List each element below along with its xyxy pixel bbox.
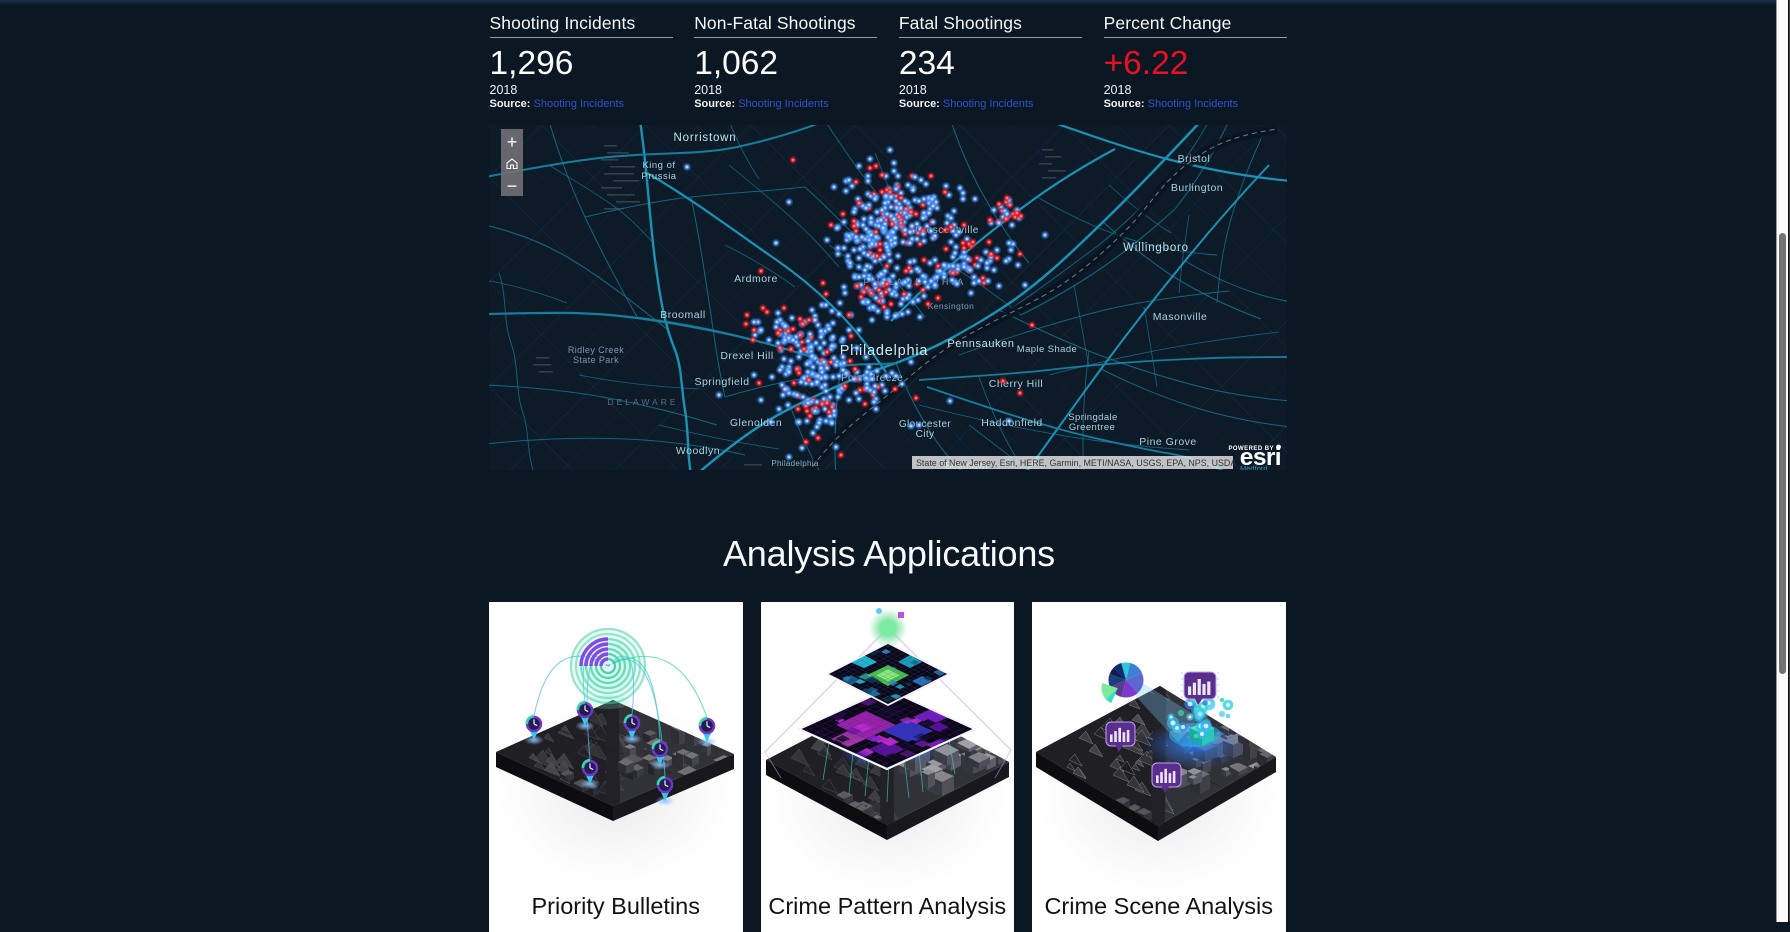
svg-text:State of New Jersey, Esri, HER: State of New Jersey, Esri, HERE, Garmin,… (916, 458, 1236, 468)
svg-text:King of: King of (642, 160, 675, 171)
svg-text:Pennsauken: Pennsauken (947, 338, 1014, 350)
svg-text:POWERED BY: POWERED BY (1228, 446, 1274, 452)
svg-text:Willingboro: Willingboro (1123, 242, 1189, 254)
svg-text:Maple Shade: Maple Shade (1017, 344, 1077, 355)
svg-text:City: City (916, 429, 935, 440)
svg-text:Bristol: Bristol (1178, 153, 1211, 165)
svg-text:Woodlyn: Woodlyn (676, 445, 720, 457)
svg-text:Gloucester: Gloucester (899, 419, 952, 430)
svg-text:DELAWARE: DELAWARE (607, 397, 678, 407)
svg-text:Philadelphia: Philadelphia (771, 459, 818, 468)
svg-text:Philadelphia: Philadelphia (840, 343, 929, 359)
svg-text:Burlington: Burlington (1171, 182, 1223, 194)
svg-text:esri: esri (1240, 444, 1281, 470)
svg-text:Ridley Creek: Ridley Creek (568, 345, 624, 355)
svg-text:Prussia: Prussia (641, 171, 676, 182)
svg-text:State Park: State Park (573, 355, 619, 365)
svg-text:Ardmore: Ardmore (734, 273, 778, 285)
svg-text:Kensington: Kensington (928, 301, 975, 311)
svg-text:Drexel Hill: Drexel Hill (720, 350, 773, 362)
svg-text:Greentree: Greentree (1069, 422, 1115, 433)
svg-text:Springfield: Springfield (694, 376, 749, 388)
svg-text:Masonville: Masonville (1153, 311, 1208, 323)
svg-text:Norristown: Norristown (674, 132, 737, 144)
svg-text:Springdale: Springdale (1068, 412, 1117, 423)
svg-text:Pine Grove: Pine Grove (1139, 436, 1197, 448)
svg-text:Cherry Hill: Cherry Hill (989, 378, 1044, 390)
svg-text:Medford: Medford (1240, 464, 1268, 470)
svg-text:Broomall: Broomall (660, 309, 705, 321)
